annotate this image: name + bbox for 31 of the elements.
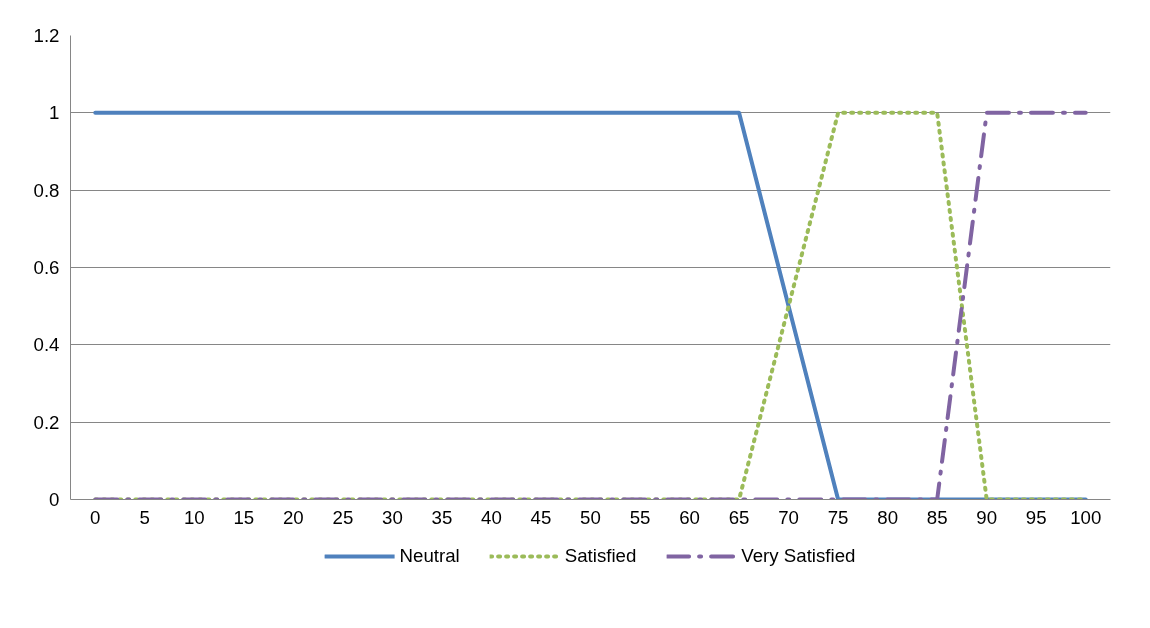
legend-label: Very Satisfied [741,545,856,567]
x-tick-label: 35 [431,506,453,528]
y-tick-label: 0.4 [33,334,60,356]
x-tick-label: 30 [382,506,403,528]
y-tick-label: 0.6 [33,257,60,278]
x-tick-label: 55 [629,506,651,528]
y-tick-label: 0.2 [33,411,60,433]
x-tick-label: 5 [139,506,150,528]
y-tick-label: 0.8 [33,179,60,201]
x-tick-label: 70 [778,506,799,528]
x-tick-label: 60 [679,506,700,528]
legend-label: Neutral [399,545,460,567]
x-tick-label: 45 [530,506,552,528]
x-tick-label: 0 [90,506,101,528]
x-tick-label: 90 [976,506,998,528]
x-tick-label: 25 [332,506,354,528]
x-tick-label: 95 [1025,506,1047,528]
x-tick-label: 85 [926,506,948,528]
x-tick-label: 75 [827,506,849,528]
x-tick-label: 20 [282,506,304,528]
x-tick-label: 10 [183,506,205,528]
x-tick-label: 50 [580,506,601,528]
x-tick-label: 100 [1070,506,1102,528]
y-tick-label: 1.2 [33,25,60,46]
legend-label: Satisfied [564,545,637,567]
y-tick-label: 1 [49,102,60,124]
x-tick-label: 40 [481,506,502,528]
x-tick-label: 80 [877,506,899,528]
x-tick-label: 15 [233,506,255,528]
x-tick-label: 65 [728,506,750,528]
y-tick-label: 0 [49,489,60,510]
